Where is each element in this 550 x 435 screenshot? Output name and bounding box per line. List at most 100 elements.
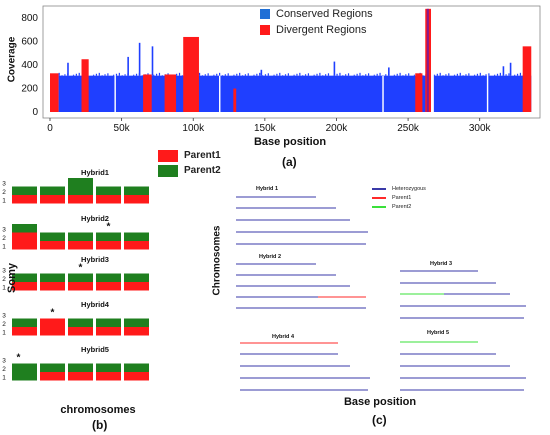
conserved-coverage-bar — [327, 73, 330, 76]
coverage-gap — [382, 73, 384, 112]
conserved-coverage-bar — [399, 72, 401, 76]
somy-hybrid-title: Hybrid1 — [81, 168, 109, 177]
somy-parent1-bar — [12, 282, 37, 291]
conserved-coverage-bar — [408, 73, 410, 76]
somy-parent1-bar — [40, 282, 65, 291]
somy-parent2-bar — [40, 273, 65, 282]
conserved-coverage-bar — [519, 72, 522, 76]
conserved-coverage-bar — [236, 73, 238, 76]
coverage-plot-frame — [42, 5, 541, 119]
conserved-spike — [502, 66, 505, 76]
conserved-spike — [67, 62, 69, 76]
somy-ytick-label: 2 — [2, 276, 6, 283]
conserved-spike — [127, 56, 129, 76]
coverage-xtick-label: 300k — [469, 123, 492, 134]
conserved-coverage-bar — [296, 73, 298, 76]
conserved-coverage-bar — [345, 74, 347, 76]
conserved-coverage-bar — [359, 72, 361, 76]
conserved-coverage-bar — [244, 74, 246, 76]
somy-ytick-label: 2 — [2, 366, 6, 373]
coverage-gap — [486, 73, 489, 112]
legend-swatch-divergent — [260, 25, 270, 35]
somy-parent2-bar — [68, 232, 93, 241]
karyo-label-p1: Parent1 — [392, 194, 412, 201]
conserved-coverage-bar — [75, 73, 77, 76]
conserved-coverage-bar — [459, 72, 461, 76]
coverage-xtick-label: 200k — [326, 123, 349, 134]
coverage-xlabel: Base position — [253, 136, 327, 148]
conserved-coverage-bar — [468, 73, 470, 76]
somy-swatch-parent1 — [158, 149, 178, 162]
divergent-region — [415, 73, 423, 112]
conserved-spike — [388, 67, 390, 76]
somy-parent1-bar — [40, 241, 65, 250]
somy-parent2-bar — [96, 186, 121, 195]
conserved-spike — [138, 42, 141, 76]
divergent-region — [81, 59, 89, 112]
conserved-coverage-bar — [104, 74, 106, 76]
panel-a-label: (a) — [282, 155, 297, 169]
conserved-coverage-bar — [115, 73, 118, 76]
somy-parent2-bar — [68, 273, 93, 282]
conserved-coverage-bar — [256, 73, 258, 76]
somy-asterisk: * — [17, 353, 21, 364]
somy-parent2-bar — [96, 273, 121, 282]
somy-parent1-bar — [124, 282, 149, 291]
coverage-xtick-label: 150k — [254, 123, 277, 134]
conserved-coverage-bar — [413, 74, 416, 76]
conserved-coverage-bar — [479, 72, 481, 76]
conserved-coverage-bar — [267, 73, 269, 76]
somy-parent1-bar — [68, 195, 93, 204]
conserved-coverage-bar — [494, 74, 496, 76]
somy-asterisk: * — [51, 308, 55, 319]
conserved-coverage-bar — [113, 74, 115, 76]
conserved-coverage-bar — [347, 73, 350, 76]
conserved-coverage-bar — [505, 74, 507, 76]
legend-item-divergent: Divergent Regions — [260, 22, 373, 38]
conserved-coverage-bar — [178, 72, 181, 76]
panel-b-label: (b) — [92, 418, 108, 432]
conserved-coverage-bar — [376, 73, 378, 76]
somy-parent1-bar — [124, 327, 149, 336]
conserved-coverage-band — [50, 75, 532, 112]
conserved-coverage-bar — [107, 73, 109, 76]
coverage-ytick-label: 800 — [21, 13, 38, 24]
somy-ytick-label: 2 — [2, 189, 6, 196]
karyo-label-het: Heterozygous — [392, 185, 426, 192]
conserved-coverage-bar — [118, 72, 120, 76]
karyo-legend-p2: Parent2 — [372, 202, 426, 211]
conserved-coverage-bar — [393, 74, 395, 76]
conserved-coverage-bar — [264, 74, 267, 76]
conserved-coverage-bar — [499, 72, 501, 76]
somy-hybrid-title: Hybrid4 — [81, 300, 110, 309]
somy-parent1-bar — [40, 372, 65, 381]
conserved-coverage-bar — [356, 73, 358, 76]
somy-ytick-label: 3 — [2, 267, 6, 274]
karyo-title-hybrid3: Hybrid 3 — [430, 261, 453, 267]
somy-parent2-bar — [12, 318, 37, 327]
conserved-coverage-bar — [433, 74, 436, 76]
karyo-swatch-p2 — [372, 205, 386, 208]
somy-asterisk: * — [107, 222, 111, 233]
somy-parent2-bar — [12, 224, 37, 233]
conserved-coverage-bar — [58, 72, 60, 76]
conserved-coverage-bar — [448, 73, 450, 76]
karyo-title-hybrid4: Hybrid 4 — [272, 334, 295, 340]
somy-hybrid-title: Hybrid3 — [81, 255, 109, 264]
somy-parent1-bar — [96, 327, 121, 336]
conserved-coverage-bar — [213, 74, 215, 76]
conserved-coverage-bar — [456, 73, 458, 76]
conserved-coverage-bar — [198, 72, 201, 76]
somy-parent2-bar — [12, 186, 37, 195]
somy-ytick-label: 1 — [2, 197, 6, 204]
somy-parent2-bar — [12, 273, 37, 282]
conserved-coverage-bar — [273, 74, 275, 76]
coverage-ytick-label: 200 — [21, 84, 38, 95]
karyo-legend-het: Heterozygous — [372, 184, 426, 193]
conserved-coverage-bar — [293, 74, 295, 76]
coverage-gap — [114, 73, 116, 112]
conserved-coverage-bar — [365, 74, 367, 76]
somy-chart: 123Hybrid1123Hybrid2*123Hybrid3*123Hybri… — [2, 168, 149, 381]
conserved-coverage-bar — [253, 74, 255, 76]
legend-label-divergent: Divergent Regions — [276, 24, 367, 36]
